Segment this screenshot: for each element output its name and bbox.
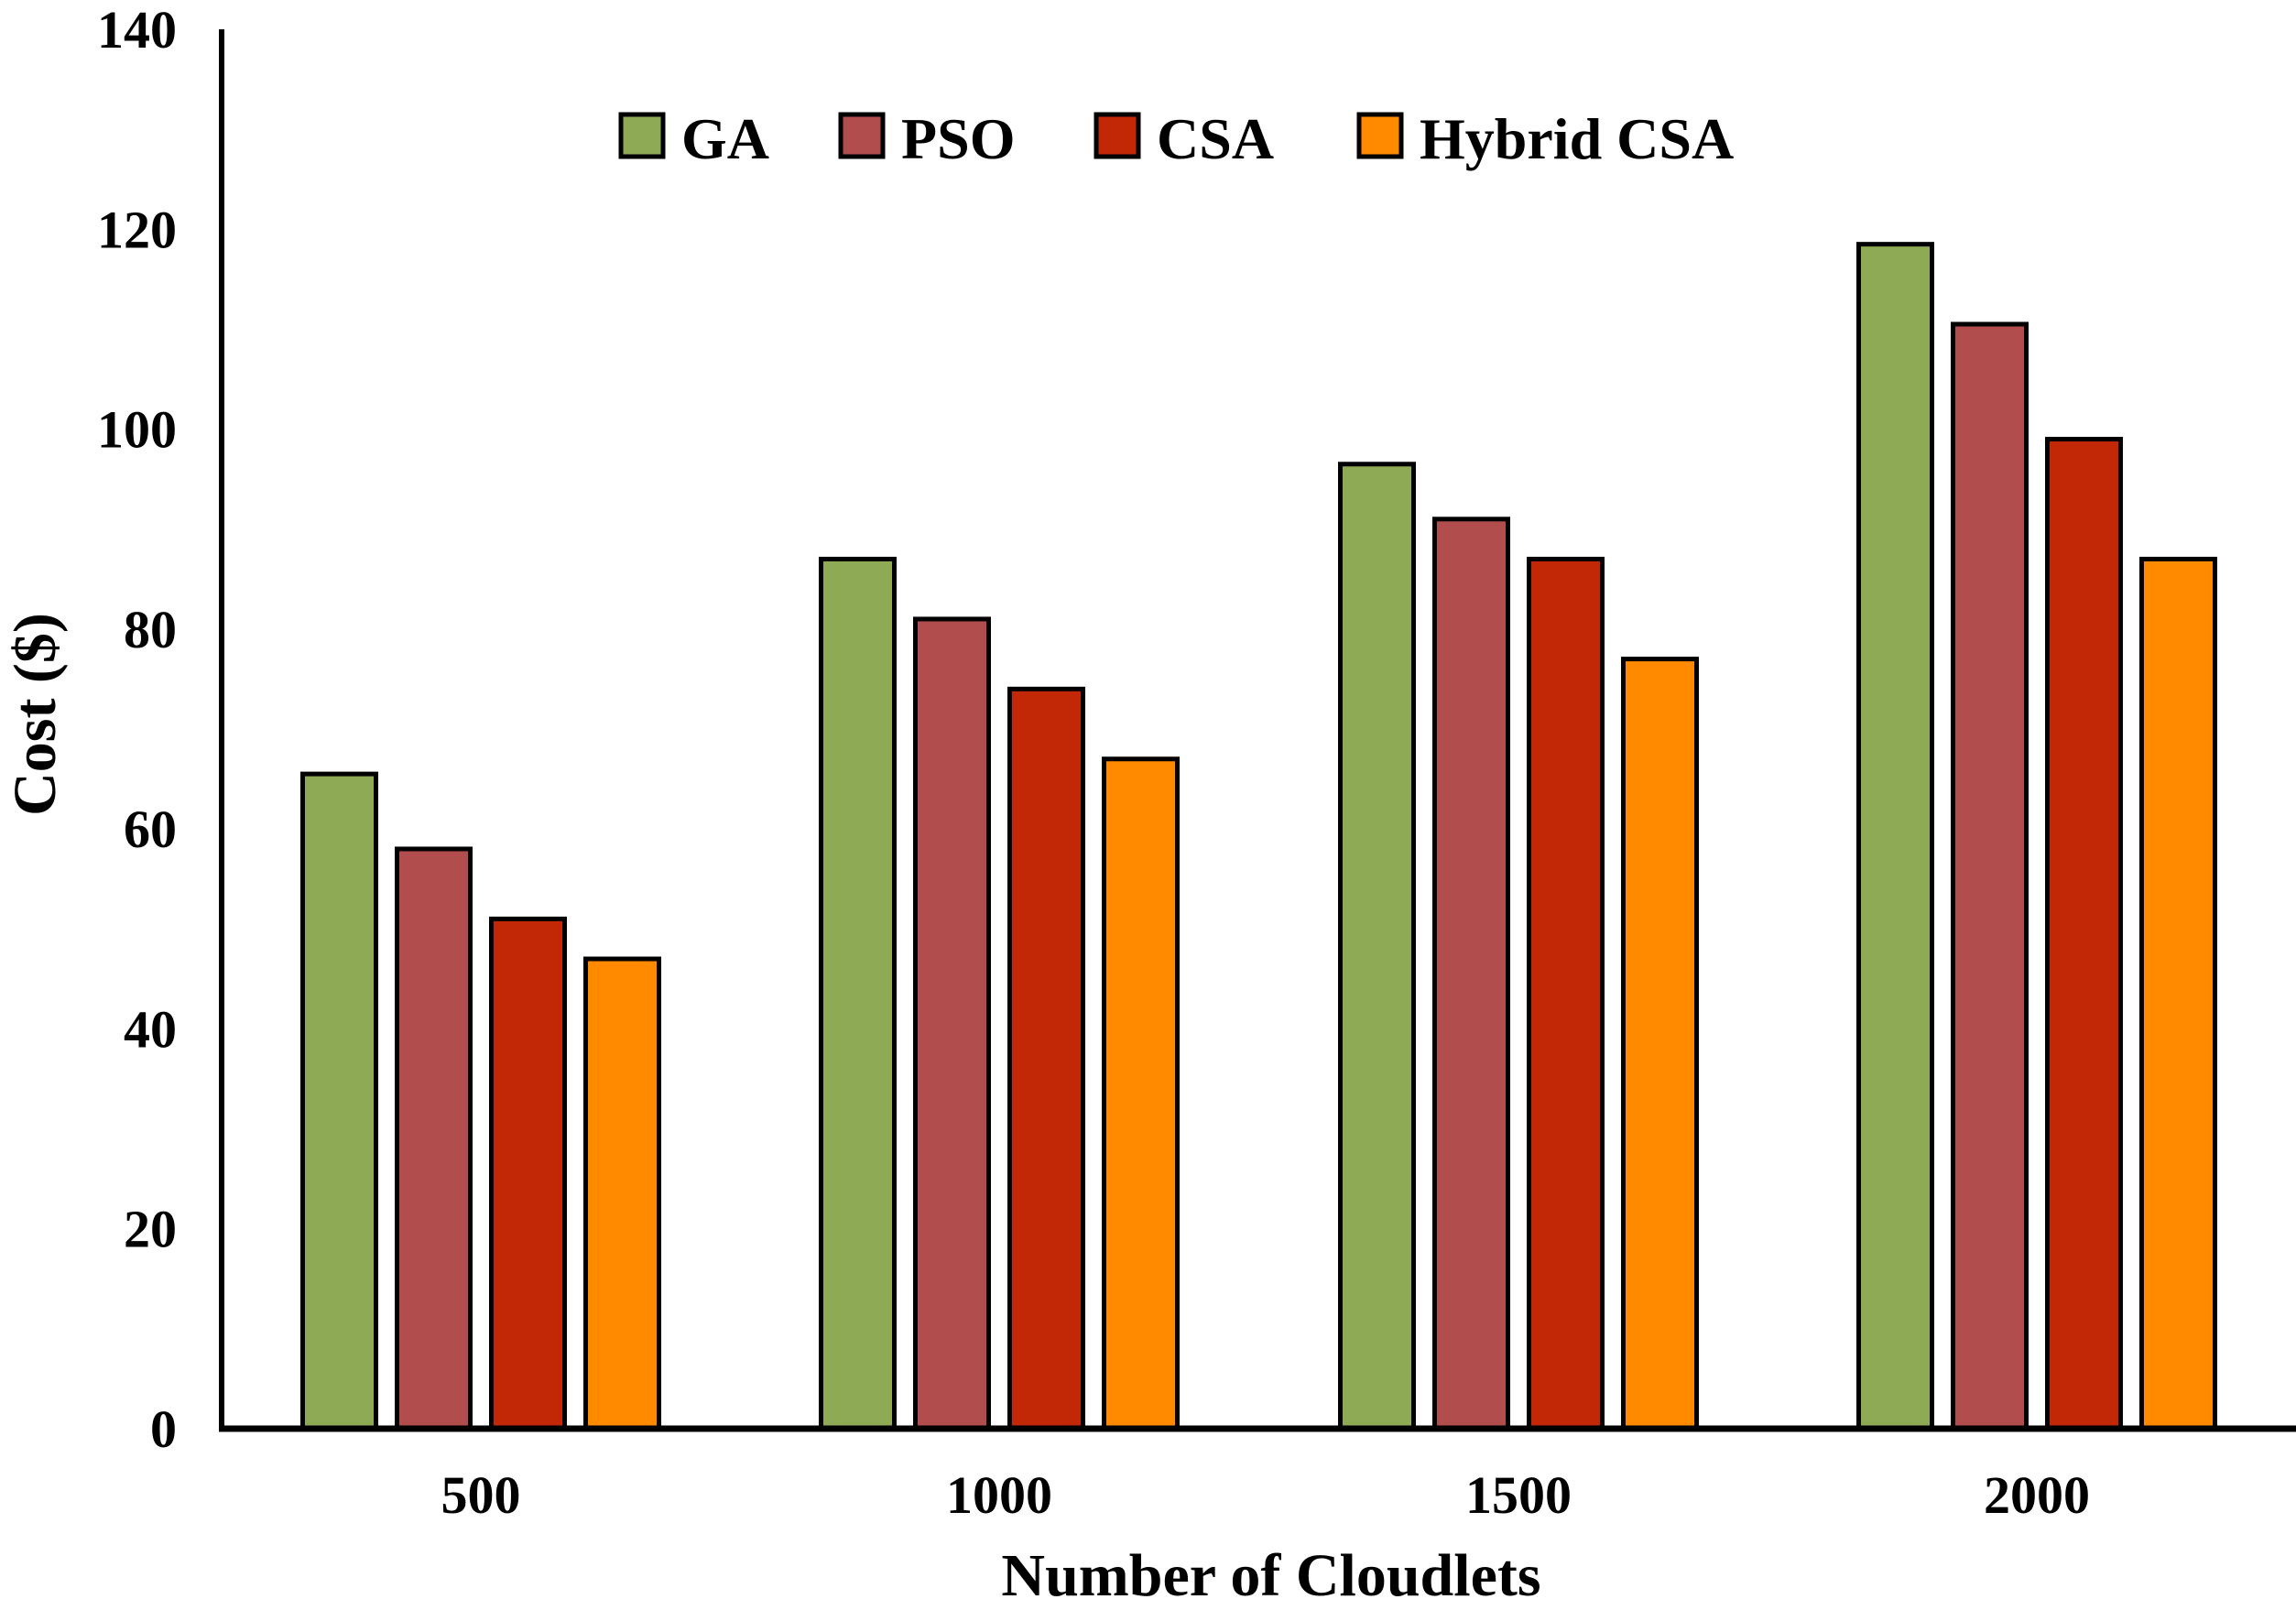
bar-ga-1000 (819, 556, 897, 1431)
legend-label-hybrid-csa: Hybrid CSA (1420, 106, 1734, 171)
legend-label-pso: PSO (901, 106, 1015, 171)
legend-label-csa: CSA (1157, 106, 1274, 171)
bar-pso-1000 (913, 616, 991, 1431)
bar-hybrid-csa-2000 (2139, 556, 2217, 1431)
legend-label-ga: GA (681, 106, 769, 171)
bar-csa-500 (489, 916, 567, 1431)
y-tick-label: 120 (97, 200, 177, 259)
x-tick-label: 1000 (946, 1465, 1052, 1525)
y-tick-label: 0 (150, 1399, 177, 1459)
bar-pso-500 (395, 846, 473, 1431)
bar-pso-2000 (1951, 321, 2029, 1431)
y-tick-label: 80 (124, 600, 177, 659)
x-tick-labels: 500 1000 1500 2000 (441, 1465, 2091, 1525)
bars-group (300, 242, 2217, 1431)
legend-swatch-hybrid-csa (1356, 112, 1404, 159)
x-tick-label: 2000 (1984, 1465, 2090, 1525)
y-tick-label: 140 (97, 0, 177, 60)
y-tick-labels: 0 20 40 60 80 100 120 140 (97, 0, 177, 1459)
bar-ga-2000 (1856, 242, 1934, 1431)
legend-swatch-ga (618, 112, 666, 159)
y-axis-title: Cost ($) (2, 613, 69, 816)
legend-swatch-pso (838, 112, 886, 159)
bar-csa-2000 (2045, 436, 2123, 1431)
x-tick-label: 1500 (1465, 1465, 1572, 1525)
bar-ga-500 (300, 771, 378, 1431)
x-tick-label: 500 (441, 1465, 521, 1525)
legend-swatch-csa (1094, 112, 1141, 159)
legend: GA PSO CSA Hybrid CSA (618, 106, 1734, 171)
bar-csa-1500 (1527, 556, 1605, 1431)
bar-ga-1500 (1338, 462, 1416, 1431)
bar-hybrid-csa-1000 (1102, 756, 1180, 1431)
y-tick-label: 60 (124, 800, 177, 859)
y-tick-label: 20 (124, 1200, 177, 1259)
bar-hybrid-csa-500 (583, 956, 661, 1431)
x-axis-title: Number of Cloudlets (1001, 1542, 1540, 1609)
bar-pso-1500 (1432, 517, 1510, 1431)
y-tick-label: 40 (124, 999, 177, 1059)
y-tick-label: 100 (97, 400, 177, 460)
bar-hybrid-csa-1500 (1621, 657, 1699, 1431)
bar-csa-1000 (1007, 686, 1085, 1431)
